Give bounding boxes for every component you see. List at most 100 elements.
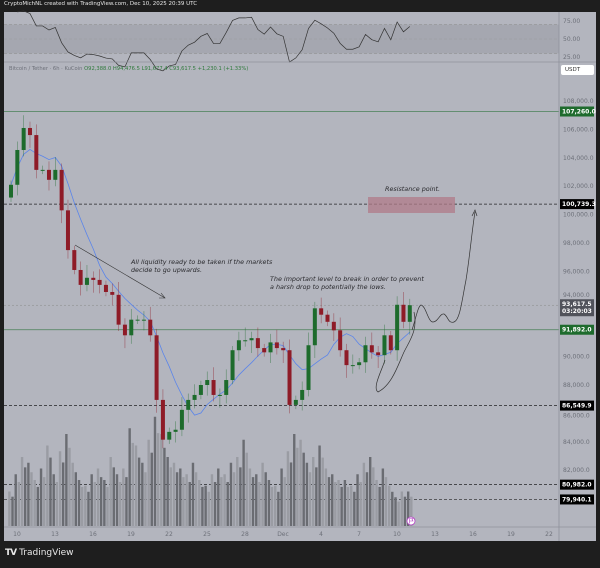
volume-bar xyxy=(217,468,220,526)
volume-bar xyxy=(289,462,293,526)
time-tick-label: 22 xyxy=(545,531,553,538)
price-tick-label: 106,000.0 xyxy=(563,126,594,133)
symbol-label: Bitcoin / Tether · 6h · KuCoin xyxy=(9,66,83,72)
volume-bar xyxy=(175,472,179,526)
volume-bar xyxy=(236,457,239,526)
volume-bar xyxy=(49,457,52,526)
volume-bar xyxy=(207,491,210,526)
volume-bar xyxy=(321,457,324,526)
volume-bar xyxy=(172,462,176,526)
candle-down xyxy=(148,319,153,336)
volume-bar xyxy=(169,467,172,526)
volume-bar xyxy=(141,462,144,526)
price-tag-bg xyxy=(560,479,594,490)
candle-up xyxy=(198,385,203,395)
volume-bar xyxy=(261,462,264,526)
last-price-label: 93,617.5 xyxy=(562,301,592,308)
price-tick-label: 94,000.0 xyxy=(563,292,590,299)
rsi-line xyxy=(17,10,411,72)
volume-bar xyxy=(397,501,400,526)
candle-down xyxy=(262,348,267,353)
volume-bar xyxy=(55,482,59,526)
tv-logo-icon: TV xyxy=(5,548,17,558)
time-tick-label: 10 xyxy=(393,531,401,538)
candle-up xyxy=(192,394,197,400)
volume-bar xyxy=(340,486,343,526)
candle-up xyxy=(236,340,241,351)
volume-bar xyxy=(17,482,21,526)
volume-bar xyxy=(331,474,334,526)
volume-bar xyxy=(318,445,321,526)
time-tick-label: 19 xyxy=(507,531,515,538)
candle-up xyxy=(249,338,254,341)
currency-button[interactable]: USDT xyxy=(561,65,594,75)
volume-bar xyxy=(14,474,17,526)
volume-bar xyxy=(280,468,283,526)
price-axis: 108,000.0 106,000.0 104,000.0 102,000.0 100,… xyxy=(563,98,594,474)
price-tick-label: 102,000.0 xyxy=(563,183,594,190)
flag-icon xyxy=(406,516,416,526)
rsi-pane: 75.00 50.00 25.00 xyxy=(4,10,580,72)
volume-bar xyxy=(305,462,309,526)
volume-bar xyxy=(46,445,49,526)
volume-bar xyxy=(30,472,33,526)
candle-down xyxy=(211,380,216,395)
price-tag-bg xyxy=(560,494,594,505)
candle-down xyxy=(78,269,83,285)
last-price-tag-bg xyxy=(560,299,594,317)
volume-bar xyxy=(58,451,62,526)
volume-bar xyxy=(302,452,305,526)
candle-up xyxy=(268,342,273,353)
volume-bar xyxy=(213,482,217,526)
resistance-label: Resistance point. xyxy=(385,185,440,193)
volume-bar xyxy=(144,472,147,526)
volume-bar xyxy=(362,462,366,526)
volume-bar xyxy=(267,480,271,526)
price-tag-bg xyxy=(560,400,594,411)
volume-bar xyxy=(109,457,112,526)
volume-bar xyxy=(201,486,204,526)
volume-bar xyxy=(131,442,134,526)
countdown-label: 03:20:03 xyxy=(562,308,592,315)
volume-bar xyxy=(400,491,404,526)
candle-up xyxy=(363,345,368,363)
volume-bar xyxy=(153,416,157,526)
change-value: +1,230.1 (+1.33%) xyxy=(197,66,249,72)
time-tick-label: 19 xyxy=(127,531,135,538)
time-tick-label: 22 xyxy=(165,531,173,538)
volume-bar xyxy=(80,486,84,526)
price-tag-bg xyxy=(560,324,594,335)
candle-down xyxy=(388,335,393,351)
volume-bar xyxy=(96,468,100,526)
price-tick-label: 90,000.0 xyxy=(563,354,590,361)
price-tag-label: 91,892.0 xyxy=(562,327,592,334)
tradingview-logo[interactable]: TV TradingView xyxy=(5,548,74,558)
price-tick-label: 82,000.0 xyxy=(563,467,590,474)
candle-up xyxy=(243,340,248,342)
time-axis: 10 13 16 19 22 25 28 Dec 4 7 10 13 16 19 22 xyxy=(13,531,553,538)
volume-bar xyxy=(77,480,81,526)
level-note-line1: The important level to break in order to… xyxy=(270,275,424,283)
brand-label: TradingView xyxy=(19,548,74,558)
volume-bar xyxy=(372,467,375,526)
volume-bar xyxy=(156,433,160,526)
candle-up xyxy=(9,184,13,198)
volume-bar xyxy=(359,482,362,526)
candle-down xyxy=(46,169,51,180)
volume-bar xyxy=(71,462,74,526)
candle-down xyxy=(344,350,349,366)
volume-bar xyxy=(274,485,277,526)
volume-bar xyxy=(251,477,255,526)
volume-bar xyxy=(394,497,397,526)
candle-up xyxy=(179,409,184,430)
price-tag-label: 107,260.0 xyxy=(562,109,596,116)
volume-bar xyxy=(296,447,299,526)
volume-bar xyxy=(264,472,267,526)
volume-bar xyxy=(308,472,312,526)
candles xyxy=(9,115,412,449)
price-tag-bg xyxy=(560,199,594,210)
volume-bar xyxy=(350,485,353,526)
price-tag-label: 79,940.1 xyxy=(562,496,592,503)
volume-bar xyxy=(229,462,233,526)
